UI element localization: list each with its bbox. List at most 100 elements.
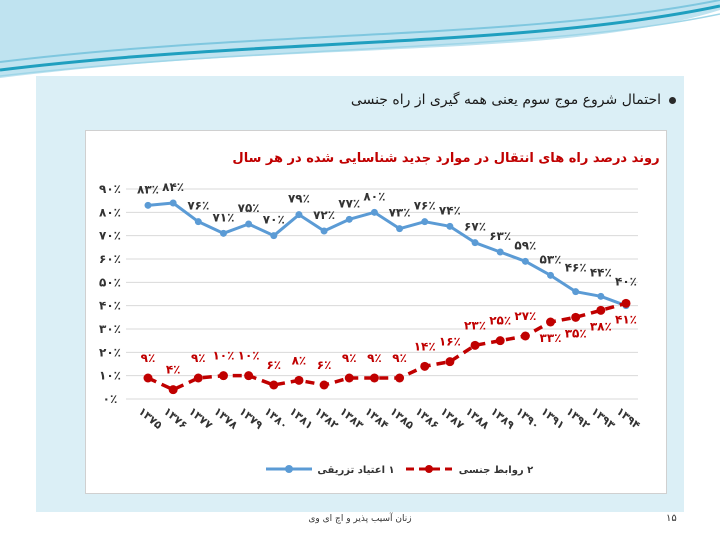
slide-heading-text: احتمال شروع موج سوم یعنی همه گیری از راه… [350, 92, 661, 108]
data-label: ۴۶٪ [565, 261, 587, 275]
data-label: ۷۴٪ [439, 203, 461, 217]
data-label: ۷۱٪ [212, 210, 234, 224]
x-tick-label: ۱۳۹۴ [614, 405, 643, 432]
data-point [169, 199, 177, 207]
data-label: ۲۷٪ [514, 309, 536, 323]
y-tick-label: ۱۰٪ [99, 369, 121, 383]
data-point [621, 298, 631, 308]
data-point [143, 373, 153, 383]
series-line-injection [147, 201, 627, 308]
data-label: ۶۷٪ [464, 220, 486, 234]
data-point [344, 373, 354, 383]
x-tick-label: ۱۳۸۳ [337, 405, 366, 432]
y-tick-label: ۵۰٪ [99, 275, 121, 289]
data-point [495, 336, 505, 346]
data-label: ۹٪ [141, 351, 156, 365]
x-tick-label: ۱۳۸۲ [312, 405, 341, 432]
data-point [470, 340, 480, 350]
data-point [269, 380, 279, 390]
data-label: ۵۹٪ [514, 238, 536, 252]
x-tick-label: ۱۳۸۰ [262, 405, 291, 432]
data-point [294, 375, 304, 385]
data-point [496, 248, 504, 256]
data-point [572, 288, 580, 296]
data-label: ۳۳٪ [540, 331, 562, 345]
data-label: ۵۳٪ [540, 252, 562, 266]
data-point [395, 373, 405, 383]
data-label: ۸٪ [292, 353, 307, 367]
legend-label-sexual: ۲ روابط جنسی [459, 465, 534, 476]
data-point [446, 222, 454, 230]
y-tick-label: ۰٪ [103, 392, 118, 406]
line-chart: روند درصد راه های انتقال در موارد جدید ش… [99, 151, 660, 476]
data-point [369, 373, 379, 383]
x-tick-label: ۱۳۷۵ [136, 405, 165, 432]
data-label: ۲۵٪ [489, 314, 511, 328]
data-point [219, 229, 227, 237]
x-tick-label: ۱۳۸۵ [387, 405, 416, 432]
bullet-icon [669, 96, 676, 104]
data-label: ۹٪ [342, 351, 357, 365]
data-label: ۹٪ [392, 351, 407, 365]
data-label: ۴٪ [166, 363, 181, 377]
data-label: ۷۰٪ [263, 213, 285, 227]
data-label: ۷۵٪ [238, 201, 260, 215]
data-point [295, 211, 303, 219]
data-point [596, 305, 606, 315]
data-label: ۸۳٪ [137, 182, 159, 196]
data-point [421, 218, 429, 226]
data-point [168, 385, 178, 395]
data-point [396, 225, 404, 233]
x-tick-label: ۱۳۸۴ [362, 405, 391, 432]
data-label: ۳۵٪ [565, 326, 587, 340]
slide-heading: احتمال شروع موج سوم یعنی همه گیری از راه… [200, 86, 676, 114]
y-tick-label: ۸۰٪ [99, 205, 121, 219]
data-point [270, 232, 278, 240]
data-label: ۹٪ [367, 351, 382, 365]
data-point [520, 331, 530, 341]
data-label: ۱۶٪ [439, 335, 461, 349]
series-line-sexual [147, 301, 627, 392]
data-label: ۷۳٪ [389, 206, 411, 220]
data-label: ۴۴٪ [590, 265, 612, 279]
legend-marker [425, 465, 433, 473]
data-label: ۷۹٪ [288, 192, 310, 206]
data-point [245, 220, 253, 228]
y-tick-label: ۷۰٪ [99, 229, 121, 243]
data-point [194, 218, 202, 226]
footer-text: زنان آسیب پذیر و اچ ای وی [308, 514, 412, 524]
data-point [345, 215, 353, 223]
x-tick-label: ۱۳۷۹ [236, 405, 265, 432]
data-point [420, 361, 430, 371]
data-label: ۱۴٪ [414, 339, 436, 353]
x-tick-label: ۱۳۷۸ [211, 405, 240, 432]
data-point [597, 292, 605, 300]
legend-label-injection: ۱ اعتیاد تزریقی [317, 465, 394, 476]
data-point [445, 357, 455, 367]
data-point [319, 380, 329, 390]
data-point [571, 312, 581, 322]
data-label: ۸۴٪ [162, 180, 184, 194]
x-tick-label: ۱۳۹۳ [589, 405, 618, 432]
chart-container: روند درصد راه های انتقال در موارد جدید ش… [85, 130, 667, 494]
data-label: ۳۸٪ [590, 319, 612, 333]
x-tick-label: ۱۳۸۹ [488, 405, 517, 432]
data-point [244, 371, 254, 381]
x-tick-label: ۱۳۹۰ [513, 405, 542, 432]
legend-marker [285, 465, 293, 473]
data-label: ۲۳٪ [464, 318, 486, 332]
data-point [471, 239, 479, 247]
data-label: ۸۰٪ [363, 189, 385, 203]
x-tick-label: ۱۳۷۶ [161, 405, 190, 432]
page-number: ۱۵ [666, 513, 677, 524]
data-label: ۹٪ [191, 351, 206, 365]
x-tick-label: ۱۳۹۱ [538, 405, 567, 432]
data-label: ۷۶٪ [414, 199, 436, 213]
x-tick-label: ۱۳۸۷ [438, 405, 467, 432]
chart-title: روند درصد راه های انتقال در موارد جدید ش… [232, 151, 659, 166]
data-point [320, 227, 328, 235]
y-tick-label: ۲۰٪ [99, 345, 121, 359]
data-point [193, 373, 203, 383]
data-label: ۴۱٪ [615, 312, 637, 326]
